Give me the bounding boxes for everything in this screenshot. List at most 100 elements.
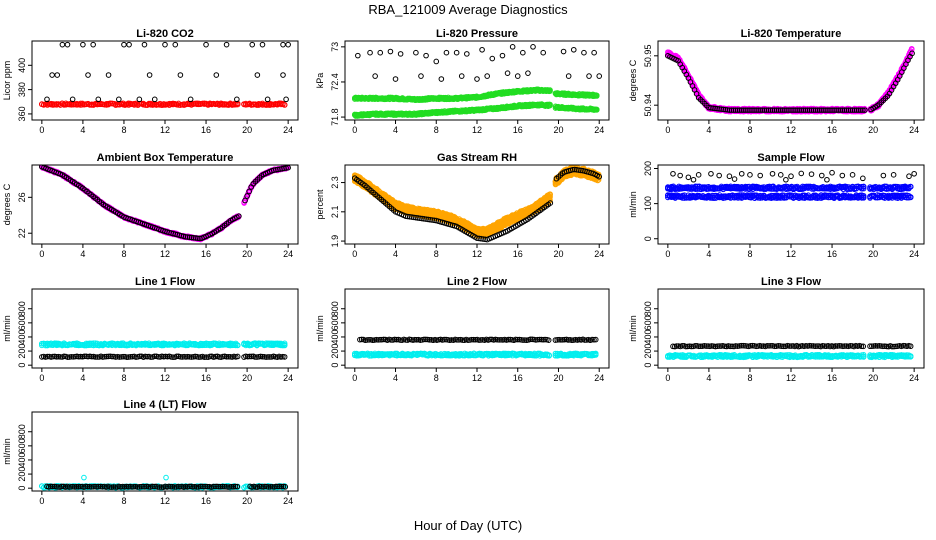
plot-area bbox=[39, 165, 291, 243]
x-tick-label: 16 bbox=[513, 125, 523, 135]
x-tick-label: 24 bbox=[283, 125, 293, 135]
data-point bbox=[126, 41, 132, 48]
x-tick-label: 0 bbox=[39, 125, 44, 135]
data-point bbox=[264, 96, 271, 103]
data-point bbox=[560, 48, 567, 55]
y-tick-label: 26 bbox=[17, 192, 27, 202]
data-point bbox=[474, 76, 480, 82]
data-point bbox=[372, 73, 378, 79]
series-black-2 bbox=[44, 41, 291, 103]
panel-title: Li-820 Pressure bbox=[436, 28, 518, 40]
data-point bbox=[223, 41, 230, 48]
series-black-3 bbox=[355, 44, 603, 82]
series-black-2 bbox=[351, 166, 603, 243]
panel-title: Li-820 Temperature bbox=[741, 28, 842, 40]
data-point bbox=[116, 96, 122, 103]
data-point bbox=[860, 107, 866, 113]
plot-area bbox=[665, 169, 917, 201]
data-point bbox=[443, 49, 450, 56]
data-point bbox=[909, 50, 915, 57]
y-tick-label: 71.8 bbox=[330, 108, 340, 126]
data-point bbox=[136, 96, 143, 103]
plot-frame bbox=[31, 40, 299, 121]
data-point bbox=[591, 49, 597, 56]
data-point bbox=[489, 55, 496, 62]
data-point bbox=[423, 52, 429, 59]
x-tick-label: 24 bbox=[594, 249, 604, 259]
data-point bbox=[458, 73, 465, 79]
x-tick-label: 8 bbox=[434, 125, 439, 135]
data-point bbox=[280, 41, 286, 48]
data-point bbox=[586, 73, 592, 79]
x-tick-label: 4 bbox=[706, 125, 711, 135]
panel-title: Gas Stream RH bbox=[437, 152, 517, 164]
data-point bbox=[547, 194, 553, 201]
y-axis-label: degrees C bbox=[628, 59, 638, 101]
data-point bbox=[547, 200, 554, 206]
data-point bbox=[484, 73, 490, 79]
x-tick-label: 8 bbox=[434, 249, 439, 259]
y-tick-label: 50.94 bbox=[643, 94, 653, 117]
data-point bbox=[525, 70, 531, 76]
x-tick-label: 0 bbox=[352, 125, 357, 135]
data-point bbox=[367, 49, 373, 56]
x-tick-label: 4 bbox=[80, 249, 85, 259]
x-tick-label: 4 bbox=[393, 249, 398, 259]
data-point bbox=[283, 96, 289, 103]
data-point bbox=[547, 102, 553, 109]
x-tick-label: 12 bbox=[472, 249, 482, 259]
y-tick-label: 1.9 bbox=[330, 235, 340, 248]
x-tick-label: 20 bbox=[553, 249, 563, 259]
x-tick-label: 4 bbox=[393, 125, 398, 135]
y-tick-label: 2.1 bbox=[330, 206, 340, 219]
data-point bbox=[254, 72, 261, 78]
y-tick-label: 2.3 bbox=[330, 176, 340, 189]
data-point bbox=[64, 41, 71, 48]
data-point bbox=[146, 72, 153, 78]
x-tick-label: 0 bbox=[352, 249, 357, 259]
series-red-1 bbox=[39, 100, 288, 108]
data-point bbox=[547, 88, 553, 94]
data-point bbox=[479, 46, 485, 53]
plot-area bbox=[39, 41, 291, 108]
data-point bbox=[95, 96, 102, 103]
data-point bbox=[121, 41, 127, 48]
data-point bbox=[259, 41, 266, 48]
panel-title: Li-820 CO2 bbox=[136, 28, 193, 40]
data-point bbox=[355, 52, 361, 59]
data-point bbox=[530, 44, 536, 50]
data-point bbox=[90, 41, 96, 48]
data-point bbox=[85, 72, 91, 78]
x-tick-label: 12 bbox=[160, 249, 170, 259]
y-tick-label: 72.4 bbox=[330, 73, 340, 91]
data-point bbox=[377, 49, 384, 56]
series-green-2 bbox=[351, 101, 600, 119]
y-tick-label: 22 bbox=[17, 228, 27, 238]
x-tick-label: 16 bbox=[201, 125, 211, 135]
x-tick-label: 20 bbox=[868, 125, 878, 135]
data-point bbox=[596, 73, 603, 79]
series-black-2 bbox=[39, 165, 291, 242]
y-tick-label: 400 bbox=[17, 58, 27, 73]
series-green-1 bbox=[351, 86, 600, 104]
data-point bbox=[569, 166, 576, 173]
plot-area bbox=[665, 46, 915, 115]
data-point bbox=[203, 41, 209, 48]
data-point bbox=[433, 58, 440, 65]
data-point bbox=[268, 101, 275, 108]
data-point bbox=[49, 72, 55, 78]
x-tick-label: 24 bbox=[283, 249, 293, 259]
data-point bbox=[413, 49, 419, 56]
data-point bbox=[453, 49, 460, 56]
y-axis-label: percent bbox=[315, 189, 325, 220]
y-axis-label: kPa bbox=[315, 73, 325, 89]
data-point bbox=[581, 49, 587, 56]
series-orange-1 bbox=[351, 165, 602, 239]
data-point bbox=[397, 51, 404, 57]
x-tick-label: 0 bbox=[665, 125, 670, 135]
plot-area bbox=[351, 44, 603, 119]
data-point bbox=[570, 46, 577, 53]
